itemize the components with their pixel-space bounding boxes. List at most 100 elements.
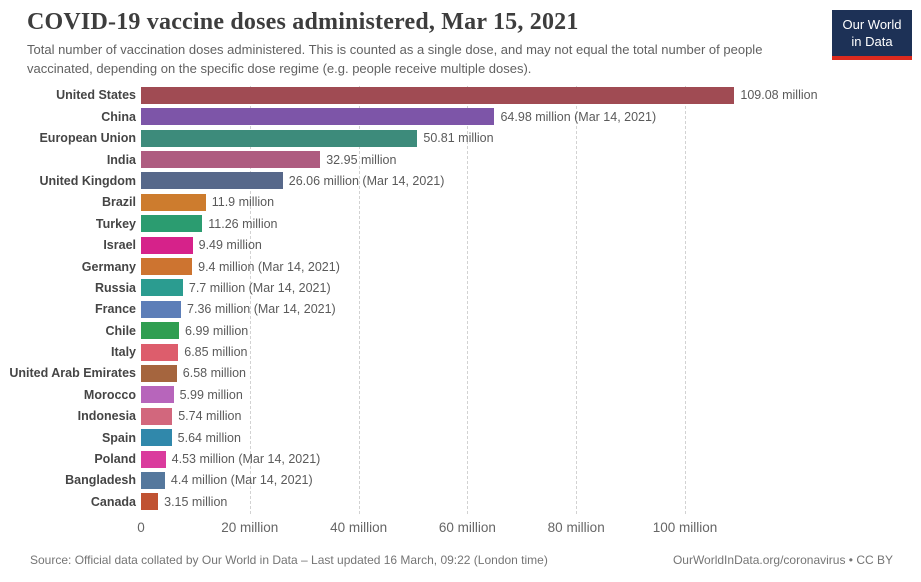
bar-track: 4.4 million (Mar 14, 2021) <box>141 471 921 489</box>
bar-morocco[interactable] <box>141 386 174 404</box>
owid-logo-line1: Our World <box>842 17 902 32</box>
chart-footer: Source: Official data collated by Our Wo… <box>0 540 921 567</box>
chart-row-russia: Russia 7.7 million (Mar 14, 2021) <box>0 277 921 298</box>
value-label-brazil: 11.9 million <box>211 195 275 210</box>
bar-france[interactable] <box>141 300 182 318</box>
value-label-spain: 5.64 million <box>177 430 241 445</box>
bar-track: 109.08 million <box>141 86 921 104</box>
bar-italy[interactable] <box>141 343 179 361</box>
bar-rows: United States 109.08 million China 64.98 mi… <box>0 85 921 513</box>
value-label-united-states: 109.08 million <box>740 88 818 103</box>
chart-row-canada: Canada 3.15 million <box>0 491 921 512</box>
value-label-russia: 7.7 million (Mar 14, 2021) <box>188 280 331 295</box>
owid-logo[interactable]: Our World in Data <box>832 10 912 60</box>
chart-row-spain: Spain 5.64 million <box>0 427 921 448</box>
bar-track: 4.53 million (Mar 14, 2021) <box>141 450 921 468</box>
chart-row-turkey: Turkey 11.26 million <box>0 213 921 234</box>
x-tick-100: 100 million <box>652 519 718 535</box>
bar-indonesia[interactable] <box>141 407 173 425</box>
bar-track: 6.85 million <box>141 343 921 361</box>
value-label-poland: 4.53 million (Mar 14, 2021) <box>171 452 321 467</box>
bar-european-union[interactable] <box>141 129 418 147</box>
x-tick-80: 80 million <box>547 519 605 535</box>
x-tick-0: 0 <box>137 519 145 535</box>
chart-row-poland: Poland 4.53 million (Mar 14, 2021) <box>0 448 921 469</box>
country-label-italy: Italy <box>110 345 136 360</box>
country-label-bangladesh: Bangladesh <box>65 473 136 488</box>
value-label-italy: 6.85 million <box>184 345 248 360</box>
bar-united-kingdom[interactable] <box>141 172 283 190</box>
bar-track: 5.74 million <box>141 407 921 425</box>
bar-track: 50.81 million <box>141 129 921 147</box>
gridline-100 <box>685 85 686 514</box>
country-label-france: France <box>95 302 136 317</box>
country-label-morocco: Morocco <box>83 387 136 402</box>
bar-bangladesh[interactable] <box>141 471 165 489</box>
bar-china[interactable] <box>141 108 495 126</box>
value-label-turkey: 11.26 million <box>208 216 278 231</box>
value-label-morocco: 5.99 million <box>179 387 243 402</box>
chart-row-european-union: European Union 50.81 million <box>0 127 921 148</box>
bar-track: 5.99 million <box>141 386 921 404</box>
bar-track: 6.58 million <box>141 364 921 382</box>
bar-germany[interactable] <box>141 258 193 275</box>
value-label-bangladesh: 4.4 million (Mar 14, 2021) <box>170 473 313 488</box>
bar-poland[interactable] <box>141 450 166 468</box>
country-label-turkey: Turkey <box>95 216 136 231</box>
chart-header: COVID-19 vaccine doses administered, Mar… <box>0 0 921 79</box>
country-label-european-union: European Union <box>39 131 136 146</box>
country-label-united-states: United States <box>56 88 136 103</box>
country-label-germany: Germany <box>81 259 136 274</box>
source-note: Source: Official data collated by Our Wo… <box>30 552 548 567</box>
gridlines <box>141 85 741 514</box>
bar-track: 6.99 million <box>141 322 921 340</box>
bar-track: 9.49 million <box>141 236 921 254</box>
chart-row-france: France 7.36 million (Mar 14, 2021) <box>0 299 921 320</box>
bar-track: 11.26 million <box>141 215 921 233</box>
x-axis: 0 20 million 40 million 60 million 80 millio… <box>137 513 921 540</box>
owid-url-link[interactable]: OurWorldInData.org/coronavirus • CC BY <box>672 552 893 567</box>
bar-brazil[interactable] <box>141 193 206 211</box>
value-label-germany: 9.4 million (Mar 14, 2021) <box>198 259 340 274</box>
bar-russia[interactable] <box>141 279 183 297</box>
value-label-indonesia: 5.74 million <box>178 409 242 424</box>
bar-track: 32.95 million <box>141 151 921 169</box>
chart-row-indonesia: Indonesia 5.74 million <box>0 406 921 427</box>
bar-spain[interactable] <box>141 429 172 447</box>
country-label-spain: Spain <box>101 430 136 445</box>
chart-row-united-states: United States 109.08 million <box>0 85 921 106</box>
bar-chile[interactable] <box>141 322 180 340</box>
page-title: COVID-19 vaccine doses administered, Mar… <box>27 9 579 35</box>
bar-track: 64.98 million (Mar 14, 2021) <box>141 108 921 126</box>
country-label-indonesia: Indonesia <box>77 409 136 424</box>
value-label-france: 7.36 million (Mar 14, 2021) <box>187 302 336 317</box>
bar-turkey[interactable] <box>141 215 203 233</box>
chart-row-united-kingdom: United Kingdom 26.06 million (Mar 14, 202… <box>0 170 921 191</box>
bar-united-arab-emirates[interactable] <box>141 364 177 382</box>
chart-row-morocco: Morocco 5.99 million <box>0 384 921 405</box>
value-label-israel: 9.49 million <box>198 238 262 253</box>
value-label-european-union: 50.81 million <box>423 131 494 146</box>
x-tick-60: 60 million <box>438 519 496 535</box>
value-label-canada: 3.15 million <box>164 494 228 509</box>
country-label-chile: Chile <box>105 323 136 338</box>
bar-track: 26.06 million (Mar 14, 2021) <box>141 172 921 190</box>
chart-subtitle: Total number of vaccination doses admini… <box>27 42 763 76</box>
bar-israel[interactable] <box>141 236 193 254</box>
chart-row-chile: Chile 6.99 million <box>0 320 921 341</box>
bar-track: 3.15 million <box>141 493 921 511</box>
gridline-60 <box>467 85 469 514</box>
value-label-united-arab-emirates: 6.58 million <box>182 366 247 381</box>
bar-track: 7.7 million (Mar 14, 2021) <box>141 279 921 297</box>
bar-canada[interactable] <box>141 493 159 511</box>
chart-row-united-arab-emirates: United Arab Emirates 6.58 million <box>0 363 921 384</box>
x-tick-40: 40 million <box>330 519 388 535</box>
country-label-brazil: Brazil <box>101 195 136 210</box>
bar-india[interactable] <box>141 151 321 169</box>
chart-row-israel: Israel 9.49 million <box>0 234 921 255</box>
bar-chart: United States 109.08 million China 64.98 mi… <box>0 85 921 540</box>
country-label-united-kingdom: United Kingdom <box>39 173 136 188</box>
bar-track: 7.36 million (Mar 14, 2021) <box>141 300 921 318</box>
gridline-40 <box>358 85 360 514</box>
bar-united-states[interactable] <box>141 86 735 104</box>
